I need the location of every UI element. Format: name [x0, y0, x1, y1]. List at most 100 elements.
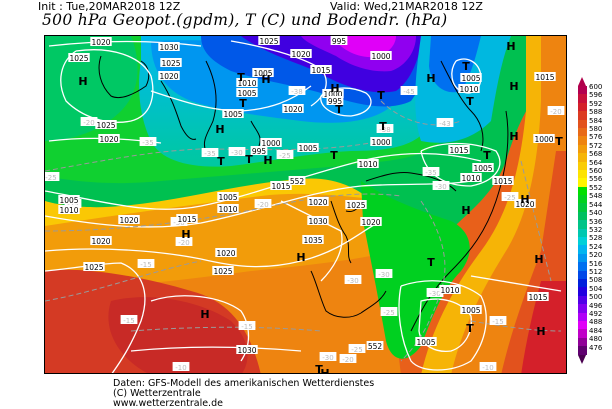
legend-swatch — [578, 295, 587, 305]
pressure-label: 1025 — [96, 121, 115, 130]
footer-data-source: Daten: GFS-Modell des amerikanischen Wet… — [113, 378, 375, 389]
high-pressure-marker: H — [320, 367, 329, 374]
pressure-label: 1000 — [534, 135, 553, 144]
pressure-label: 1005 — [298, 144, 317, 153]
high-pressure-marker: H — [330, 82, 339, 95]
legend-swatch — [578, 203, 587, 212]
legend-level-label: 524 — [589, 242, 603, 251]
temperature-label: -15 — [123, 317, 134, 325]
pressure-label: 1005 — [461, 306, 480, 315]
legend-swatch — [578, 278, 587, 288]
legend-level-label: 528 — [589, 234, 603, 243]
legend-swatch — [578, 111, 587, 120]
pressure-label: 1025 — [346, 201, 365, 210]
legend-level-label: 556 — [589, 175, 603, 184]
pressure-label: 1025 — [84, 263, 103, 272]
pressure-label: 1010 — [440, 286, 459, 295]
high-pressure-marker: H — [263, 154, 272, 167]
legend-swatch — [578, 253, 587, 263]
temperature-label: -25 — [351, 346, 362, 354]
temperature-label: -20 — [257, 201, 268, 209]
legend-swatch — [578, 86, 587, 95]
temperature-label: -35 — [204, 150, 215, 158]
legend-level-label: 504 — [589, 284, 603, 293]
pressure-label: 1020 — [216, 249, 235, 258]
init-time: Init : Tue,20MAR2018 12Z — [38, 0, 181, 13]
pressure-label: 1025 — [69, 54, 88, 63]
legend-swatch — [578, 127, 587, 137]
legend-level-label: 552 — [589, 183, 603, 192]
pressure-label: 1020 — [283, 105, 302, 114]
pressure-label: 1020 — [91, 237, 110, 246]
legend-level-label: 572 — [589, 141, 603, 150]
pressure-label: 1020 — [159, 72, 178, 81]
temperature-label: -25 — [504, 194, 515, 202]
pressure-label: 1010 — [237, 79, 256, 88]
pressure-label: 1005 — [223, 110, 242, 119]
high-pressure-marker: H — [215, 123, 224, 136]
legend-swatch — [578, 161, 587, 170]
legend-level-label: 508 — [589, 276, 603, 285]
pressure-label: 1020 — [291, 50, 310, 59]
legend-swatch — [578, 346, 587, 355]
low-pressure-marker: T — [315, 363, 323, 374]
pressure-label: 1020 — [308, 198, 327, 207]
chart-title: 500 hPa Geopot.(gpdm), T (C) und Bodendr… — [42, 11, 448, 29]
high-pressure-marker: H — [461, 204, 470, 217]
temperature-label: -38 — [379, 126, 390, 134]
height-label: 552 — [290, 177, 305, 186]
temperature-label: -38 — [291, 88, 302, 96]
pressure-label: 1010 — [459, 85, 478, 94]
low-pressure-marker: T — [217, 155, 225, 168]
low-pressure-marker: T — [555, 135, 563, 148]
pressure-label: 1020 — [99, 135, 118, 144]
temperature-label: -30 — [378, 271, 389, 279]
temperature-label: -43 — [439, 120, 450, 128]
legend-level-label: 596 — [589, 91, 603, 100]
legend-level-label: 484 — [589, 326, 603, 335]
legend-swatch — [578, 153, 587, 162]
legend-swatch — [578, 270, 587, 279]
temperature-label: -45 — [403, 88, 414, 96]
legend-swatch — [578, 304, 587, 313]
temperature-label: -35 — [425, 169, 436, 177]
low-pressure-marker: T — [330, 149, 338, 162]
pressure-label: 1025 — [161, 59, 180, 68]
high-pressure-marker: H — [536, 325, 545, 338]
temperature-label: -30 — [347, 277, 358, 285]
low-pressure-marker: T — [335, 103, 343, 116]
pressure-label: 1015 — [535, 73, 554, 82]
color-legend — [578, 77, 587, 364]
legend-level-label: 588 — [589, 108, 603, 117]
legend-labels: 600 596 592 588 584 580 576 572 568 564 560 556 552 5… — [589, 83, 602, 352]
legend-swatch — [578, 245, 587, 254]
legend-level-label: 580 — [589, 125, 603, 134]
legend-swatch — [578, 144, 587, 154]
high-pressure-marker: H — [534, 253, 543, 266]
legend-level-label: 536 — [589, 217, 603, 226]
low-pressure-marker: T — [245, 153, 253, 166]
low-pressure-marker: T — [462, 60, 470, 73]
high-pressure-marker: H — [181, 228, 190, 241]
legend-swatch — [578, 195, 587, 204]
legend-swatch — [578, 178, 587, 187]
legend-level-label: 548 — [589, 192, 603, 201]
pressure-label: 1015 — [271, 182, 290, 191]
legend-swatch — [578, 237, 587, 246]
low-pressure-marker: T — [483, 149, 491, 162]
legend-level-label: 564 — [589, 158, 603, 167]
temperature-label: -20 — [178, 239, 189, 247]
footer-website-link[interactable]: www.wetterzentrale.de — [113, 398, 223, 409]
high-pressure-marker: H — [200, 308, 209, 321]
pressure-label: 1000 — [371, 52, 390, 61]
temperature-label: -25 — [383, 309, 394, 317]
pressure-label: 1030 — [159, 43, 178, 52]
legend-swatch — [578, 136, 587, 145]
legend-swatch — [578, 262, 587, 271]
legend-level-label: 480 — [589, 335, 603, 344]
legend-swatch — [578, 186, 587, 196]
legend-arrow-down-icon — [578, 354, 586, 364]
pressure-label: 1025 — [259, 37, 278, 46]
legend-level-label: 560 — [589, 167, 603, 176]
legend-level-label: 600 — [589, 83, 603, 91]
